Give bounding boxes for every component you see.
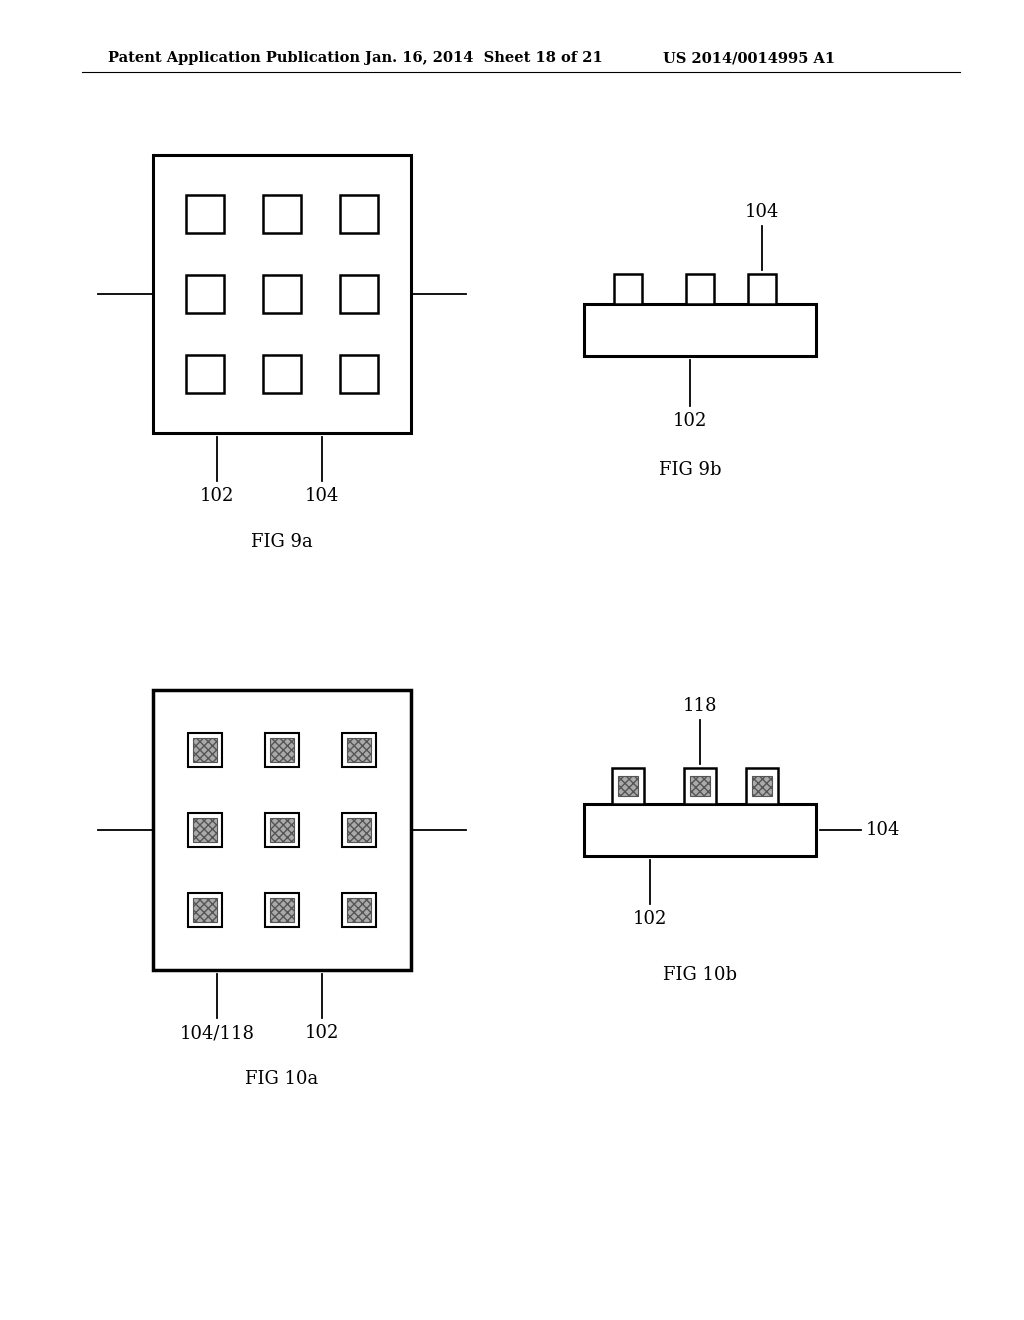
- Text: FIG 10b: FIG 10b: [663, 966, 737, 983]
- Text: 102: 102: [633, 909, 668, 928]
- Bar: [617, 776, 638, 796]
- Bar: [347, 738, 371, 762]
- Bar: [265, 813, 299, 847]
- Bar: [612, 768, 644, 804]
- Bar: [153, 154, 411, 433]
- Bar: [188, 813, 222, 847]
- Bar: [270, 818, 294, 842]
- Text: US 2014/0014995 A1: US 2014/0014995 A1: [663, 51, 836, 65]
- Text: 104: 104: [305, 487, 339, 506]
- Bar: [188, 894, 222, 927]
- Bar: [194, 898, 217, 921]
- Bar: [270, 898, 294, 921]
- Bar: [342, 813, 376, 847]
- Bar: [684, 768, 716, 804]
- Text: 104: 104: [866, 821, 900, 840]
- Bar: [342, 894, 376, 927]
- Bar: [186, 275, 224, 313]
- Bar: [584, 804, 816, 855]
- Bar: [584, 304, 816, 356]
- Bar: [746, 768, 778, 804]
- Bar: [689, 776, 711, 796]
- Bar: [686, 275, 714, 304]
- Text: Jan. 16, 2014  Sheet 18 of 21: Jan. 16, 2014 Sheet 18 of 21: [365, 51, 603, 65]
- Text: 104/118: 104/118: [179, 1024, 255, 1041]
- Text: 104: 104: [744, 203, 779, 220]
- Bar: [263, 195, 301, 234]
- Text: FIG 9b: FIG 9b: [658, 461, 721, 479]
- Bar: [347, 898, 371, 921]
- Bar: [194, 738, 217, 762]
- Bar: [194, 818, 217, 842]
- Bar: [188, 733, 222, 767]
- Text: 118: 118: [683, 697, 717, 715]
- Text: 102: 102: [200, 487, 234, 506]
- Bar: [340, 195, 378, 234]
- Text: 102: 102: [305, 1024, 339, 1041]
- Bar: [748, 275, 776, 304]
- Bar: [270, 738, 294, 762]
- Bar: [614, 275, 642, 304]
- Bar: [265, 733, 299, 767]
- Bar: [340, 275, 378, 313]
- Bar: [263, 275, 301, 313]
- Bar: [752, 776, 772, 796]
- Bar: [265, 894, 299, 927]
- Text: FIG 10a: FIG 10a: [246, 1071, 318, 1088]
- Bar: [186, 195, 224, 234]
- Text: Patent Application Publication: Patent Application Publication: [108, 51, 360, 65]
- Bar: [186, 355, 224, 393]
- Bar: [340, 355, 378, 393]
- Text: 102: 102: [673, 412, 708, 430]
- Text: FIG 9a: FIG 9a: [251, 533, 313, 550]
- Bar: [347, 818, 371, 842]
- Bar: [342, 733, 376, 767]
- Bar: [263, 355, 301, 393]
- Bar: [153, 690, 411, 970]
